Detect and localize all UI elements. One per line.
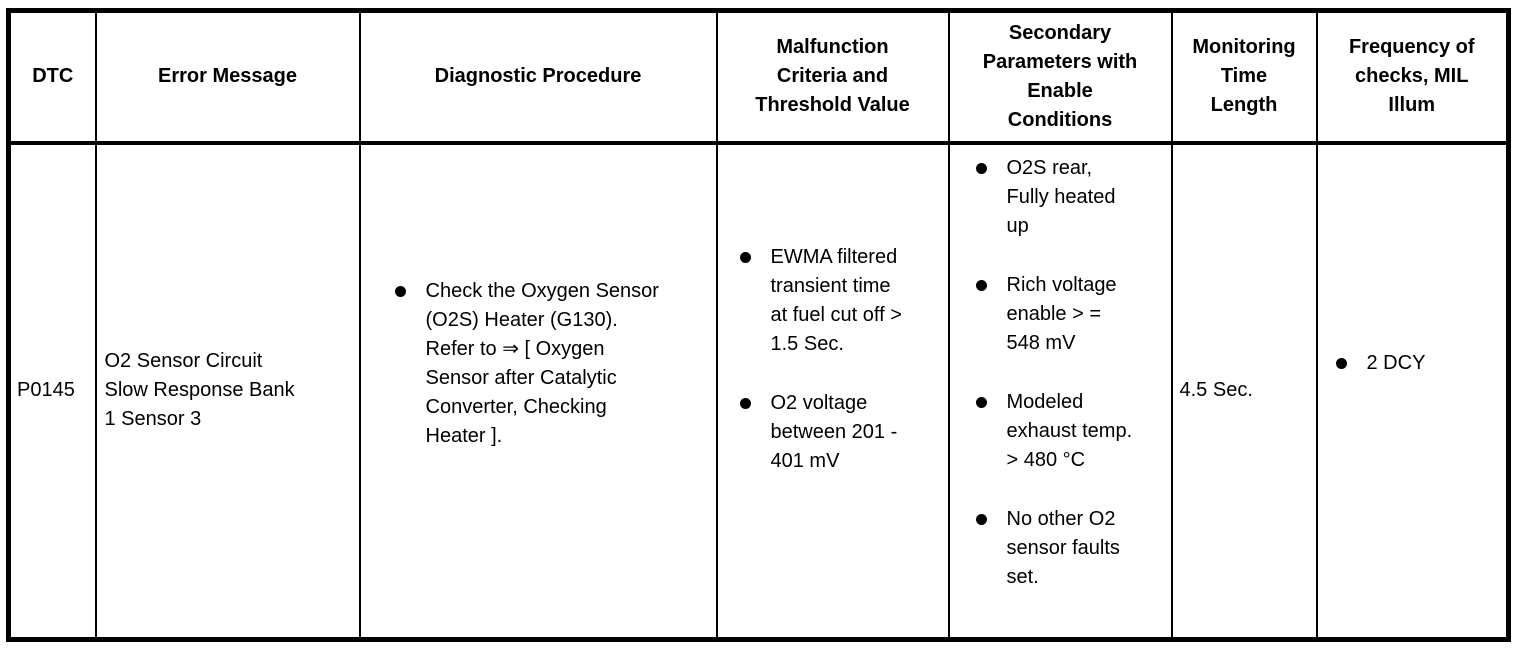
malfunction-criteria-item: EWMA filtered transient time at fuel cut… — [739, 243, 946, 359]
bullet-icon — [739, 398, 751, 410]
cell-error-message: O2 Sensor Circuit Slow Response Bank 1 S… — [94, 141, 361, 641]
bullet-icon — [975, 162, 987, 174]
diagnostic-procedure-text: Check the Oxygen Sensor (O2S) Heater (G1… — [425, 279, 659, 447]
dtc-diagnostic-table: DTC Error Message Diagnostic Procedure M… — [6, 8, 1511, 642]
column-header-monitoring-time: Monitoring Time Length — [1170, 9, 1318, 145]
secondary-parameter-text: No other O2 sensor faults set. — [1006, 507, 1120, 588]
secondary-parameter-item: Rich voltage enable > = 548 mV — [975, 271, 1169, 358]
bullet-icon — [739, 252, 751, 264]
column-header-secondary-parameters: Secondary Parameters with Enable Conditi… — [947, 9, 1173, 145]
bullet-icon — [1335, 358, 1347, 370]
malfunction-criteria-text: O2 voltage between 201 - 401 mV — [770, 392, 898, 473]
cell-dtc-code: P0145 — [7, 141, 97, 641]
frequency-item: 2 DCY — [1335, 349, 1507, 378]
secondary-parameter-text: Modeled exhaust temp. > 480 °C — [1006, 390, 1133, 471]
column-header-diagnostic-procedure: Diagnostic Procedure — [358, 9, 718, 145]
column-header-dtc: DTC — [7, 9, 97, 145]
malfunction-criteria-text: EWMA filtered transient time at fuel cut… — [770, 246, 902, 356]
column-header-malfunction-criteria: Malfunction Criteria and Threshold Value — [715, 9, 950, 145]
cell-malfunction-criteria: EWMA filtered transient time at fuel cut… — [715, 141, 950, 641]
table-row: P0145 O2 Sensor Circuit Slow Response Ba… — [7, 141, 1510, 641]
cell-frequency: 2 DCY — [1315, 141, 1510, 641]
bullet-icon — [975, 279, 987, 291]
secondary-parameter-item: No other O2 sensor faults set. — [975, 505, 1169, 592]
column-header-frequency: Frequency of checks, MIL Illum — [1315, 9, 1510, 145]
malfunction-criteria-item: O2 voltage between 201 - 401 mV — [739, 389, 946, 476]
cell-secondary-parameters: O2S rear, Fully heated up Rich voltage e… — [947, 141, 1173, 641]
frequency-text: 2 DCY — [1366, 352, 1426, 375]
secondary-parameter-item: O2S rear, Fully heated up — [975, 154, 1169, 241]
bullet-icon — [394, 285, 406, 297]
column-header-error-message: Error Message — [94, 9, 361, 145]
secondary-parameter-text: O2S rear, Fully heated up — [1006, 156, 1116, 237]
bullet-icon — [975, 396, 987, 408]
cell-diagnostic-procedure: Check the Oxygen Sensor (O2S) Heater (G1… — [358, 141, 718, 641]
bullet-icon — [975, 513, 987, 525]
secondary-parameter-item: Modeled exhaust temp. > 480 °C — [975, 388, 1169, 475]
table-header-row: DTC Error Message Diagnostic Procedure M… — [7, 9, 1510, 145]
cell-monitoring-time: 4.5 Sec. — [1170, 141, 1318, 641]
secondary-parameter-text: Rich voltage enable > = 548 mV — [1006, 273, 1117, 354]
diagnostic-procedure-item: Check the Oxygen Sensor (O2S) Heater (G1… — [394, 277, 712, 451]
